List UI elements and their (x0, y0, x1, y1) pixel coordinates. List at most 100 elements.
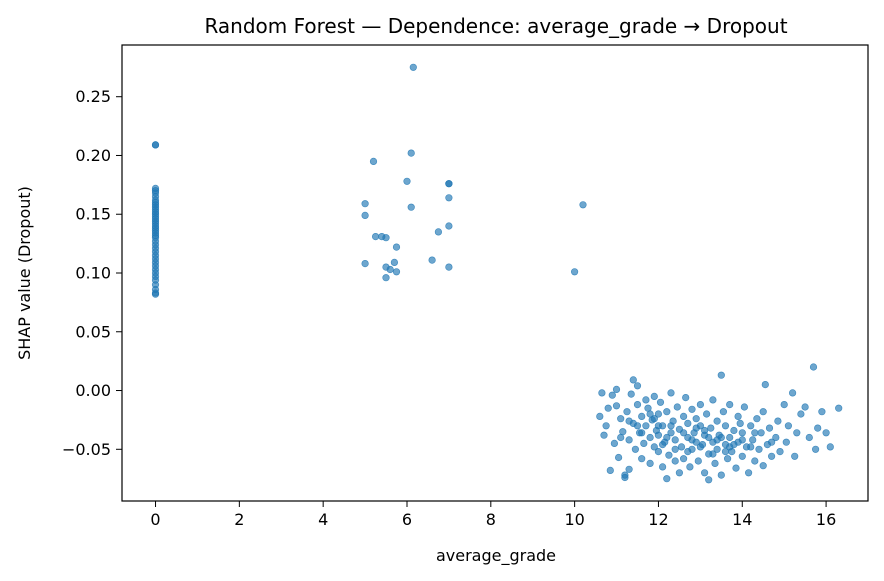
scatter-point (682, 394, 690, 402)
scatter-point (755, 445, 763, 453)
x-tick-label: 8 (486, 510, 496, 529)
scatter-point (614, 453, 623, 462)
scatter-point (610, 439, 619, 448)
scatter-point (623, 408, 631, 416)
scatter-point (759, 462, 767, 470)
scatter-point (713, 417, 721, 425)
y-tick-label: 0.05 (75, 322, 111, 341)
scatter-point (612, 402, 621, 410)
scatter-point (650, 415, 658, 423)
scatter-point (688, 405, 696, 413)
scatter-point (598, 389, 606, 397)
scatter-point (751, 457, 759, 465)
scatter-point (759, 408, 767, 416)
scatter-point (625, 417, 633, 425)
scatter-point (700, 469, 709, 477)
scatter-point (818, 408, 826, 416)
scatter-point (407, 149, 415, 157)
scatter-point (738, 452, 746, 460)
scatter-point (784, 422, 793, 430)
scatter-point (617, 415, 625, 423)
scatter-point (679, 429, 688, 437)
scatter-point (696, 443, 705, 451)
scatter-point (776, 448, 784, 456)
scatter-point (390, 258, 399, 267)
scatter-point (679, 412, 688, 421)
scatter-point (667, 422, 675, 430)
scatter-point (717, 433, 725, 442)
y-tick-label: −0.05 (62, 440, 111, 459)
scatter-point (740, 403, 749, 411)
scatter-point (445, 180, 453, 188)
scatter-point (667, 429, 675, 437)
scatter-point (361, 260, 369, 268)
scatter-point (638, 429, 646, 437)
scatter-point (757, 429, 765, 437)
scatter-point (782, 438, 790, 446)
x-tick-label: 10 (564, 510, 584, 529)
scatter-point (629, 376, 637, 384)
scatter-point (774, 417, 782, 425)
scatter-point (726, 433, 734, 442)
scatter-point (793, 429, 801, 437)
x-axis-label: average_grade (436, 546, 556, 566)
scatter-point (726, 443, 734, 451)
scatter-point (638, 412, 646, 421)
x-tick-label: 16 (816, 510, 836, 529)
scatter-point (361, 200, 369, 208)
scatter-point (654, 410, 663, 418)
scatter-point (654, 422, 663, 430)
scatter-point (688, 436, 696, 444)
scatter-point (372, 233, 380, 241)
x-tick-label: 4 (318, 510, 328, 529)
scatter-point (765, 424, 774, 432)
scatter-point (835, 404, 843, 412)
scatter-point (671, 436, 679, 444)
scatter-point (747, 422, 755, 430)
scatter-point (709, 396, 717, 404)
scatter-point (791, 452, 799, 460)
y-tick-label: 0.15 (75, 205, 111, 224)
scatter-point (445, 194, 453, 202)
scatter-point (705, 476, 713, 484)
scatter-point (627, 390, 635, 398)
scatter-point (407, 203, 415, 211)
scatter-point (658, 441, 667, 449)
scatter-point (151, 141, 160, 149)
scatter-point (633, 382, 642, 390)
x-tick-label: 6 (402, 510, 412, 529)
scatter-point (654, 448, 663, 456)
scatter-point (719, 408, 728, 416)
scatter-point (604, 404, 612, 412)
scatter-point (780, 401, 788, 409)
scatter-point (596, 412, 604, 421)
scatter-point (403, 177, 411, 185)
scatter-point (801, 403, 809, 411)
scatter-point (650, 392, 658, 401)
scatter-point (382, 234, 390, 242)
y-tick-label: 0.20 (75, 146, 111, 165)
scatter-point (732, 464, 740, 472)
y-tick-label: 0.10 (75, 264, 111, 283)
scatter-point (151, 290, 160, 298)
scatter-point (761, 381, 769, 389)
scatter-point (625, 465, 633, 473)
scatter-point (369, 157, 378, 165)
scatter-point (663, 408, 671, 416)
scatter-point (606, 466, 614, 475)
scatter-point (797, 410, 805, 418)
scatter-point (633, 401, 642, 409)
scatter-point (696, 401, 705, 409)
x-axis-ticks: 0 2 4 6 8 10 12 14 16 (150, 501, 836, 529)
scatter-point (392, 243, 401, 251)
scatter-point (788, 389, 797, 397)
scatter-point (734, 412, 742, 421)
x-tick-label: 0 (150, 510, 160, 529)
scatter-point (723, 455, 732, 463)
scatter-point (382, 274, 390, 282)
scatter-point (709, 450, 717, 458)
x-tick-label: 2 (234, 510, 244, 529)
chart-title: Random Forest — Dependence: average_grad… (204, 14, 787, 38)
scatter-point (654, 431, 663, 439)
scatter-point (747, 443, 755, 451)
